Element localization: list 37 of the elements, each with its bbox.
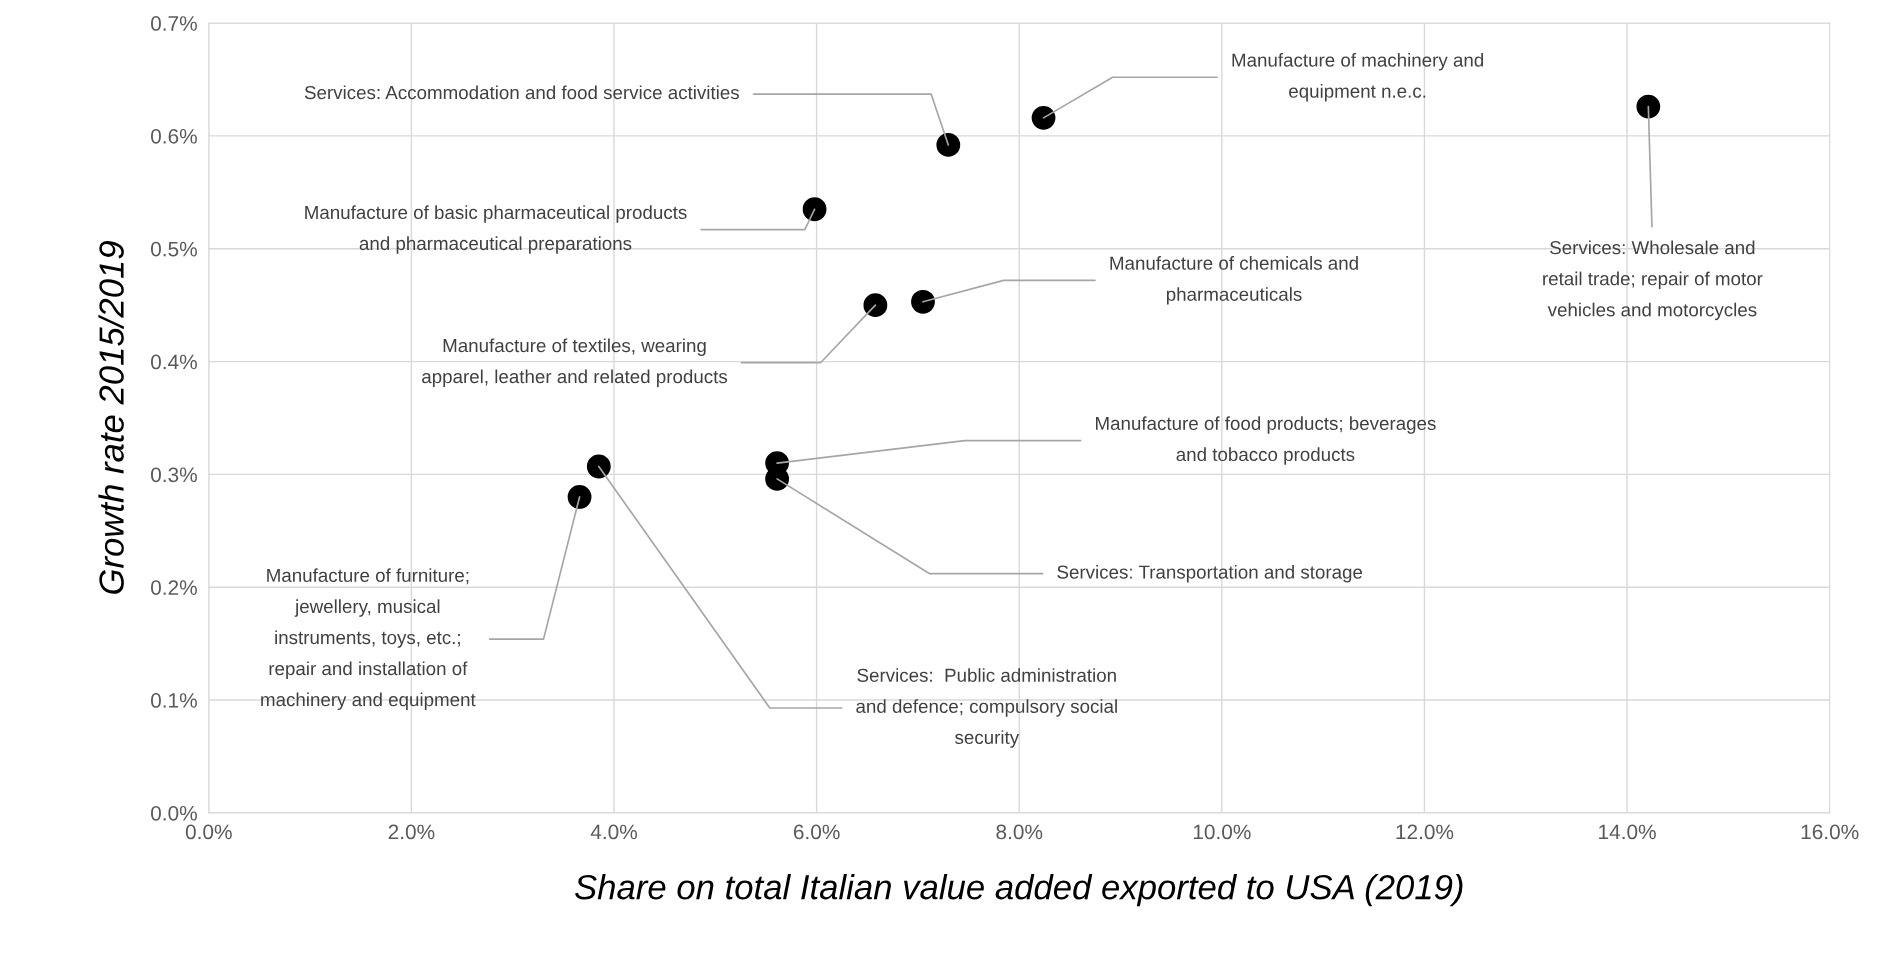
- annotation: Manufacture of textiles, wearing apparel, leather and related products: [422, 338, 728, 387]
- x-axis-title: Share on total Italian value added exported to USA (2019): [575, 873, 1463, 907]
- x-tick-label: 2.0%: [388, 824, 435, 840]
- annotation: Services: Public administration and defence; compulsory social security: [856, 668, 1117, 748]
- x-tick-label: 10.0%: [1193, 824, 1251, 840]
- x-tick-label: 16.0%: [1801, 824, 1859, 840]
- y-tick-label: 0.1%: [151, 693, 197, 708]
- point: [802, 197, 827, 222]
- y-axis-title: Growth rate 2015/2019: [98, 241, 124, 594]
- annotation: Manufacture of machinery and equipment n.e.c.: [1232, 52, 1484, 102]
- x-tick-label: 4.0%: [590, 824, 638, 840]
- annotation: Manufacture of food products; beverages and tobacco products: [1096, 416, 1436, 465]
- annotation: Manufacture of chemicals and pharmaceuticals: [1110, 256, 1358, 305]
- point: [863, 293, 888, 318]
- point: [911, 289, 935, 314]
- x-tick-label: 6.0%: [793, 824, 840, 840]
- y-tick-label: 0.6%: [151, 128, 197, 144]
- annotation: Manufacture of furniture; jewellery, musical instruments, toys, etc.; repair and installation of machinery and equipment: [261, 568, 476, 711]
- y-tick-label: 0.4%: [151, 354, 197, 370]
- x-tick-label: 12.0%: [1396, 824, 1454, 840]
- point: [1031, 105, 1056, 130]
- annotation: Services: Accommodation and food service activities: [304, 85, 739, 100]
- x-tick-label: 14.0%: [1599, 824, 1656, 840]
- annotation: Services: Transportation and storage: [1057, 564, 1363, 583]
- annotation: Manufacture of basic pharmaceutical products and pharmaceutical preparations: [305, 205, 687, 254]
- y-tick-label: 0.7%: [151, 16, 197, 31]
- x-tick-label: 0.0%: [185, 824, 232, 840]
- y-tick-label: 0.5%: [151, 241, 197, 257]
- point: [1636, 94, 1661, 119]
- y-tick-label: 0.2%: [151, 580, 197, 595]
- point: [567, 485, 592, 509]
- point: [586, 454, 611, 479]
- annotation: Services: Wholesale and retail trade; repair of motor vehicles and motorcycles: [1543, 240, 1763, 321]
- point: [936, 133, 961, 157]
- y-tick-label: 0.0%: [151, 805, 197, 821]
- x-tick-label: 8.0%: [996, 824, 1043, 840]
- y-tick-label: 0.3%: [151, 467, 197, 483]
